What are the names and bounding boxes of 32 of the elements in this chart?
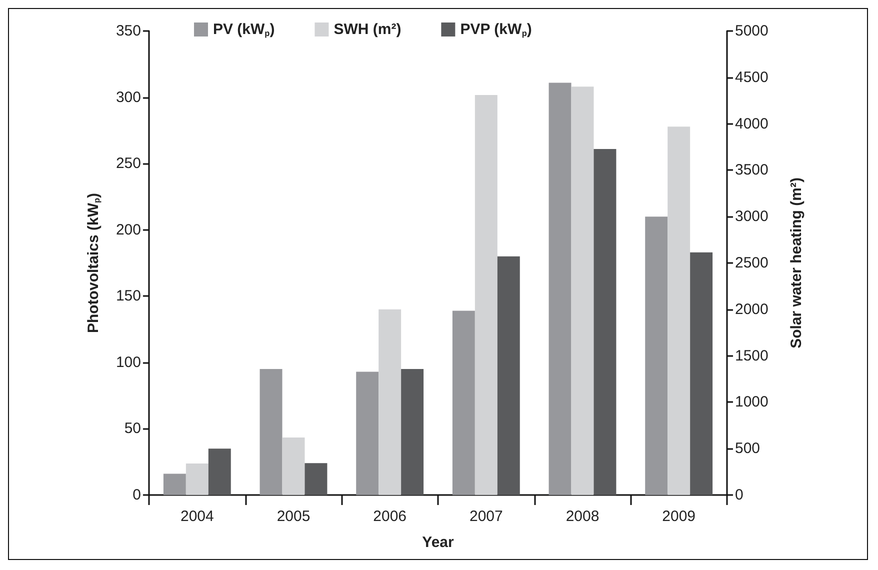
x-tick-label: 2006 <box>373 508 407 525</box>
y-axis-title: Photovoltaics (kWp) <box>84 192 102 334</box>
y2-tick-label: 0 <box>735 486 744 504</box>
y-tick-label: 50 <box>124 420 141 438</box>
legend-label: SWH (m²) <box>334 21 402 38</box>
y-tick-label: 350 <box>116 22 141 40</box>
y2-tick-label: 500 <box>735 440 760 458</box>
y2-tick-label: 3500 <box>735 162 768 179</box>
y2-tick-label: 5000 <box>735 22 768 40</box>
x-tick-label: 2005 <box>276 508 310 525</box>
x-tick-label: 2009 <box>662 508 696 525</box>
y-tick-label: 250 <box>116 155 141 172</box>
y2-axis-title: Solar water heating (m²) <box>788 178 805 348</box>
y-tick-label: 100 <box>116 354 141 371</box>
y-tick-label: 150 <box>116 288 141 305</box>
y-tick-label: 300 <box>116 88 141 106</box>
y2-tick-label: 1000 <box>735 394 768 411</box>
y2-tick-label: 2500 <box>735 254 768 272</box>
y2-tick-label: 4000 <box>735 115 768 132</box>
y2-tick-label: 2000 <box>735 300 768 318</box>
y2-tick-label: 1500 <box>735 347 768 364</box>
x-tick-label: 2007 <box>469 508 503 525</box>
x-tick-label: 2008 <box>566 508 600 525</box>
y2-tick-label: 3000 <box>735 208 768 226</box>
y2-tick-label: 4500 <box>735 68 768 86</box>
x-tick-label: 2004 <box>180 508 214 525</box>
y-tick-label: 200 <box>116 221 141 238</box>
legend-label: PVP (kWp) <box>460 21 532 38</box>
bar <box>260 369 282 495</box>
x-axis-title: Year <box>422 534 454 551</box>
legend-label: PV (kWp) <box>213 21 275 38</box>
y-tick-label: 0 <box>132 486 141 504</box>
